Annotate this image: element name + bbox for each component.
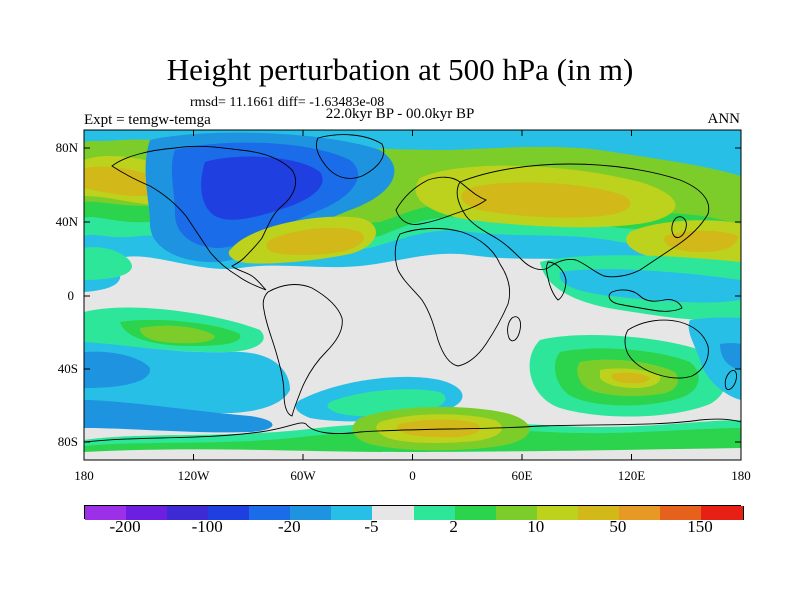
lat-label-40s: 40S — [58, 361, 78, 376]
antarctic-gold — [397, 419, 480, 438]
madagascar-coast — [507, 316, 521, 342]
south-america-coast — [262, 284, 343, 417]
colorbar-tick-label: -20 — [277, 517, 301, 536]
colorbar-tick-label: -100 — [191, 517, 223, 536]
lon-label-120w: 120W — [178, 468, 211, 483]
india-coast — [546, 261, 567, 301]
australia-coast — [624, 319, 709, 379]
lat-label-40n: 40N — [56, 214, 79, 229]
atlantic-gold-core — [266, 227, 364, 255]
east-asia-gold-core — [664, 230, 738, 252]
lat-label-80n: 80N — [56, 140, 79, 155]
asia-coast — [456, 163, 710, 278]
lon-label-60e: 60E — [512, 468, 533, 483]
lat-label-0: 0 — [68, 288, 75, 303]
colorbar-swatch — [372, 506, 415, 520]
new-zealand-coast — [724, 369, 737, 391]
time-period-label: 22.0kyr BP - 00.0kyr BP — [325, 106, 475, 122]
colorbar-tick-label: 10 — [527, 517, 545, 536]
rmsd-diff-stats: rmsd= 11.1661 diff= -1.63483e-08 — [190, 95, 385, 110]
coastlines — [84, 134, 741, 443]
south-pacific-blue — [84, 400, 273, 433]
experiment-label: Expt = temgw-temga — [84, 112, 211, 128]
north-america-low-core — [201, 156, 323, 220]
indonesia-coast — [608, 289, 683, 312]
antarctica-coast — [84, 418, 741, 443]
lon-label-60w: 60W — [290, 468, 316, 483]
colorbar-tick-label: -5 — [364, 517, 379, 536]
japan-coast — [671, 216, 687, 239]
eurasia-gold-core — [461, 182, 631, 218]
height-field — [84, 130, 741, 460]
colorbar-tick-label: 2 — [449, 517, 458, 536]
south-indian-gold — [611, 372, 650, 384]
indo-pacific-cyan — [559, 269, 741, 303]
north-america-coast — [111, 145, 296, 291]
colorbar-tick-label: 150 — [687, 517, 713, 536]
greenland-coast — [315, 134, 385, 179]
colorbar-swatch — [700, 506, 744, 520]
lon-label-180e: 180 — [731, 468, 751, 483]
colorbar-swatch — [454, 506, 498, 520]
lon-label-0: 0 — [409, 468, 416, 483]
lon-label-120e: 120E — [618, 468, 646, 483]
europe-coast — [395, 176, 487, 225]
latitude-axis — [84, 147, 741, 443]
season-label: ANN — [707, 111, 741, 127]
east-south-cyan — [688, 317, 741, 400]
colorbar — [84, 505, 744, 520]
east-south-blue — [720, 343, 741, 370]
colorbar-tick-label: -200 — [109, 517, 141, 536]
colorbar-tick-label: 50 — [609, 517, 627, 536]
lat-label-80s: 80S — [58, 434, 78, 449]
longitude-axis — [83, 130, 742, 460]
south-lightgreen-core — [140, 325, 215, 344]
plot-title: Height perturbation at 500 hPa (in m) — [166, 52, 634, 87]
south-blue-patch — [84, 351, 151, 388]
west-teal-patch — [84, 247, 132, 280]
africa-coast — [394, 227, 511, 367]
lon-label-180w: 180 — [74, 468, 94, 483]
